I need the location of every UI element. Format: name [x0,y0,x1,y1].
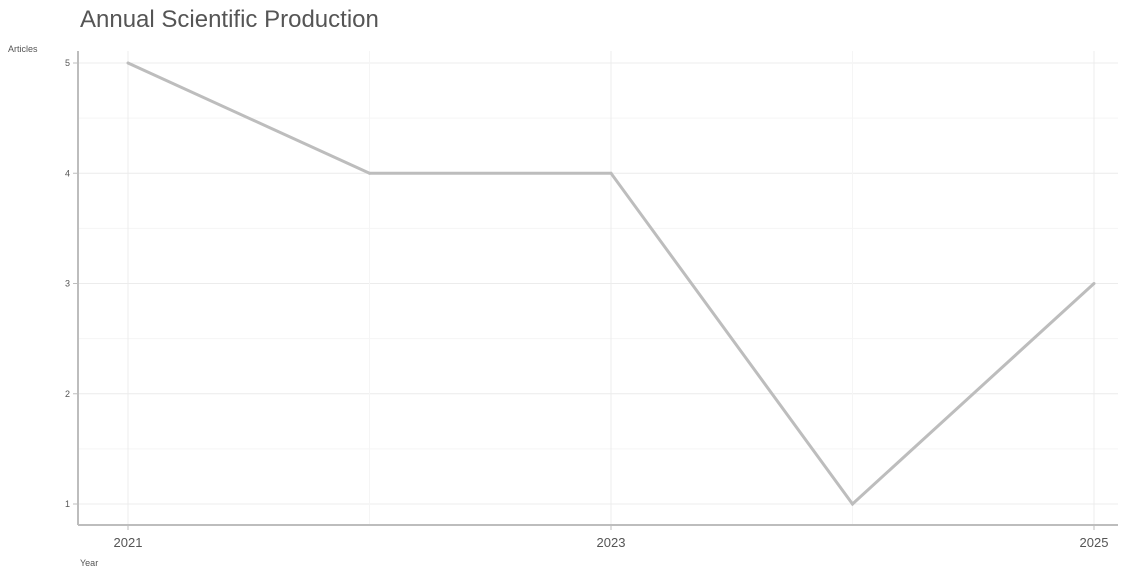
x-tick-label: 2025 [1080,535,1109,550]
chart-title: Annual Scientific Production [80,6,379,33]
y-tick-label: 2 [65,389,70,399]
x-tick-label: 2021 [114,535,143,550]
y-tick-label: 4 [65,168,70,178]
grid-lines [78,51,1118,525]
data-point [1092,282,1096,285]
y-tick-label: 1 [65,499,70,509]
y-tick-label: 5 [65,58,70,68]
tick-labels: 1 2 3 4 5 2021 2023 2025 [65,58,1108,550]
x-axis-title: Year [80,558,99,568]
y-tick-label: 3 [65,279,70,289]
data-point [609,171,613,175]
axes [73,51,1118,530]
data-point [126,61,130,65]
series-layer [126,61,1096,507]
x-tick-label: 2023 [597,535,626,550]
data-point [368,171,371,175]
data-point [851,502,854,506]
y-axis-title: Articles [8,44,38,54]
